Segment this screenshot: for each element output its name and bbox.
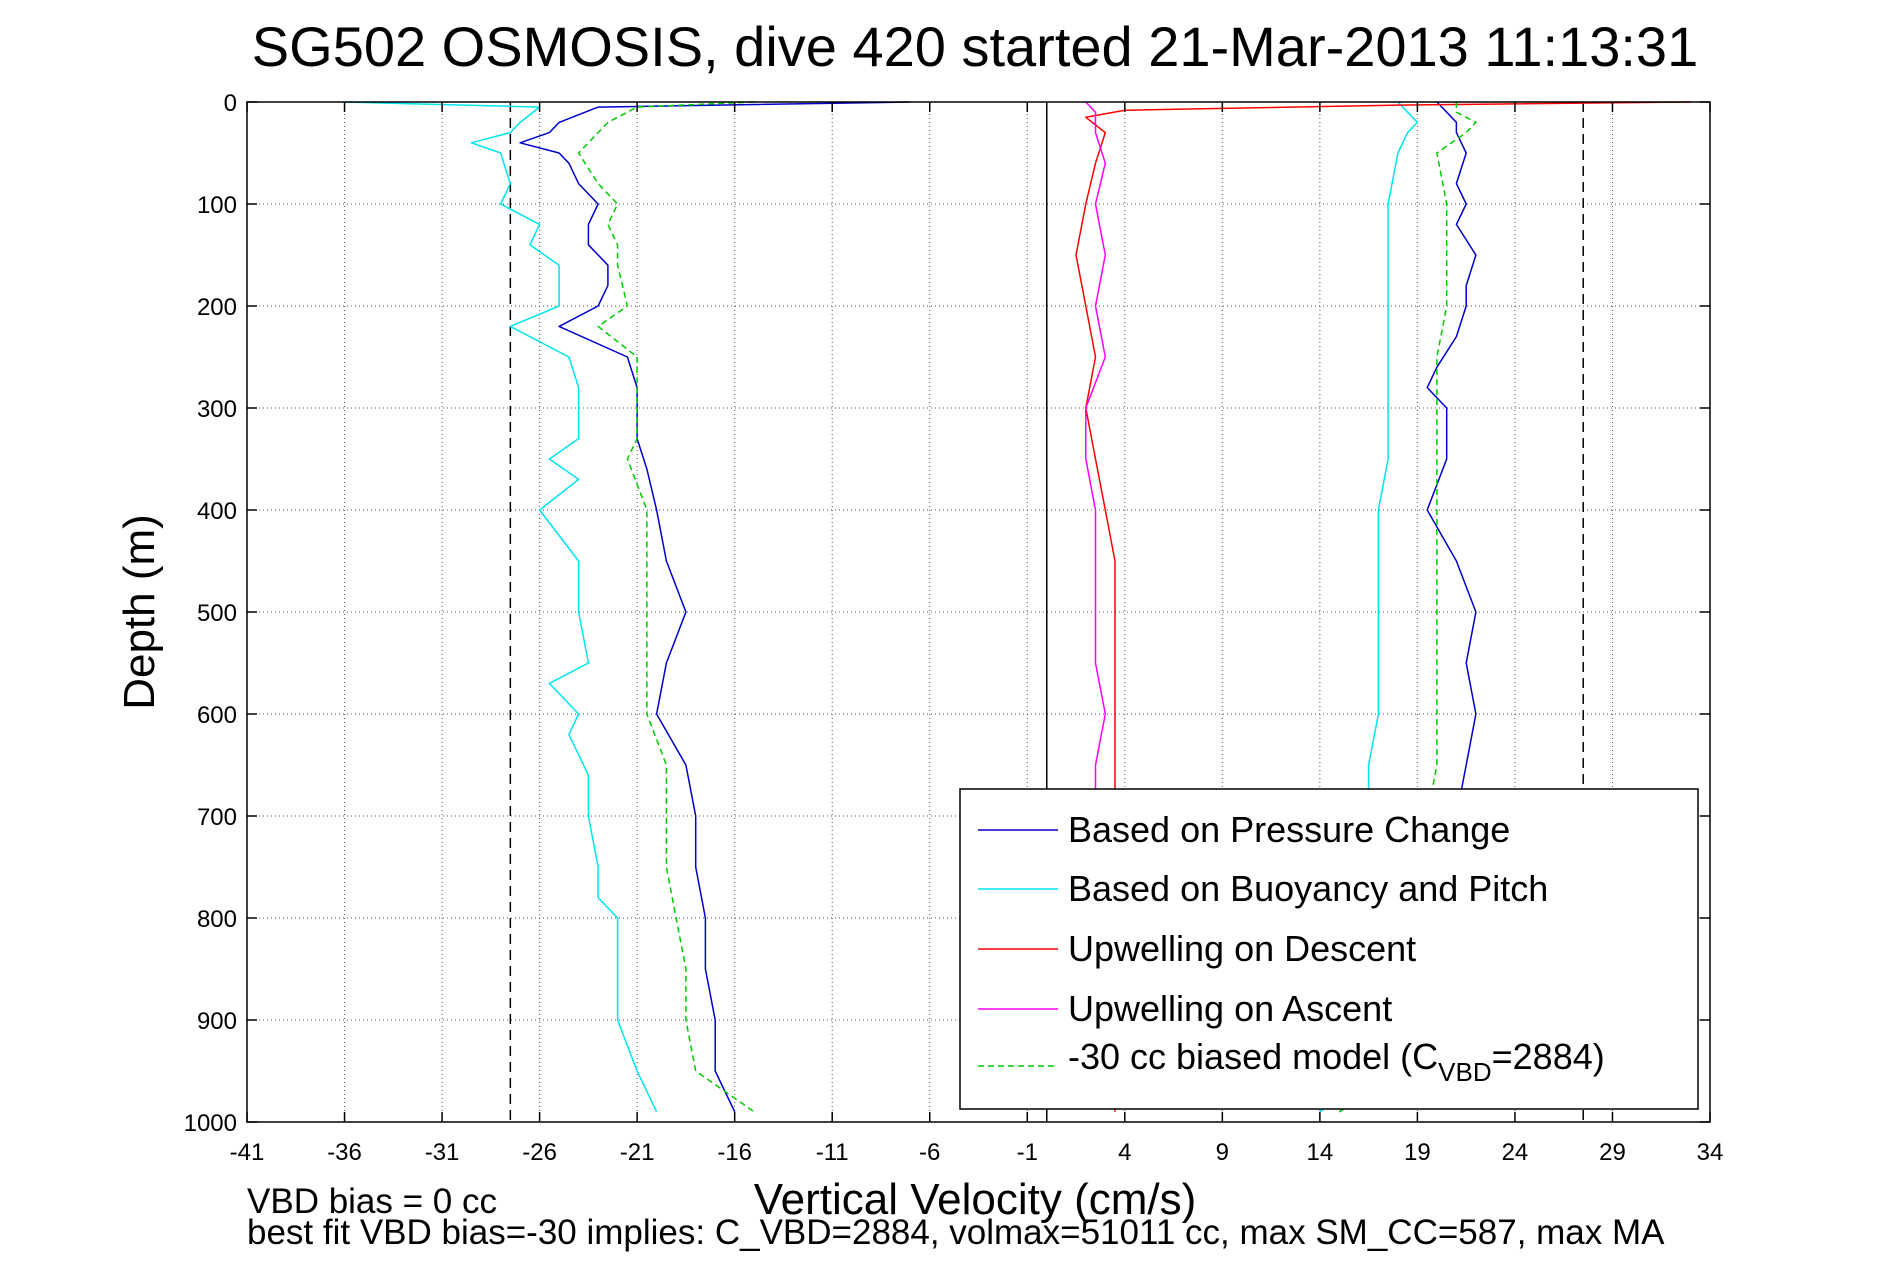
y-tick-label: 600 <box>197 702 237 729</box>
legend-label-biased-model-suffix: =2884) <box>1492 1036 1605 1077</box>
series-1-line-0 <box>344 101 658 1113</box>
x-tick-label: 19 <box>1404 1139 1431 1166</box>
legend-entry-upwelling-ascent[interactable]: Upwelling on Ascent <box>978 988 1392 1029</box>
x-tick-label: -1 <box>1017 1139 1038 1166</box>
x-tick-label: 29 <box>1599 1139 1626 1166</box>
series-3-line-0 <box>1085 101 1107 816</box>
y-tick-label: 800 <box>197 906 237 933</box>
x-tick-label: 24 <box>1502 1139 1529 1166</box>
y-tick-label: 300 <box>197 396 237 423</box>
legend[interactable]: Based on Pressure Change Based on Buoyan… <box>959 788 1699 1110</box>
legend-entry-upwelling-descent[interactable]: Upwelling on Descent <box>978 928 1416 969</box>
legend-label-upwelling-ascent: Upwelling on Ascent <box>1068 988 1392 1029</box>
x-tick-label: 4 <box>1118 1139 1131 1166</box>
y-tick-label: 500 <box>197 600 237 627</box>
footer-best-fit: best fit VBD bias=-30 implies: C_VBD=288… <box>247 1213 1665 1252</box>
x-tick-label: 34 <box>1697 1139 1724 1166</box>
x-tick-label: -21 <box>620 1139 655 1166</box>
y-tick-label: 1000 <box>184 1110 237 1137</box>
chart-title: SG502 OSMOSIS, dive 420 started 21-Mar-2… <box>252 15 1698 78</box>
y-tick-label: 200 <box>197 294 237 321</box>
legend-label-biased-model-subscript: VBD <box>1438 1057 1491 1087</box>
x-tick-label: -26 <box>522 1139 557 1166</box>
x-tick-label: -11 <box>816 1139 849 1166</box>
y-tick-label: 0 <box>224 90 237 117</box>
x-tick-label: 14 <box>1307 1139 1334 1166</box>
series-4-line-0 <box>577 101 755 1113</box>
y-axis-label: Depth (m) <box>115 514 164 710</box>
x-tick-label: -36 <box>327 1139 362 1166</box>
y-tick-label: 900 <box>197 1008 237 1035</box>
x-tick-label: -16 <box>717 1139 752 1166</box>
legend-entry-pressure-change[interactable]: Based on Pressure Change <box>978 809 1510 850</box>
legend-label-upwelling-descent: Upwelling on Descent <box>1068 928 1416 969</box>
x-tick-label: -31 <box>425 1139 460 1166</box>
legend-label-biased-model: -30 cc biased model (CVBD=2884) <box>1068 1036 1605 1087</box>
series-3 <box>1085 101 1107 816</box>
y-tick-label: 400 <box>197 498 237 525</box>
legend-label-pressure-change: Based on Pressure Change <box>1068 809 1510 850</box>
series-4 <box>577 101 1477 1113</box>
legend-entry-buoyancy-pitch[interactable]: Based on Buoyancy and Pitch <box>978 868 1548 909</box>
y-tick-label: 100 <box>197 192 237 219</box>
legend-entry-biased-model[interactable]: -30 cc biased model (CVBD=2884) <box>978 1036 1605 1087</box>
x-tick-label: -41 <box>230 1139 265 1166</box>
footer-vbd-bias: VBD bias = 0 cc <box>247 1182 497 1221</box>
legend-box <box>959 788 1699 1110</box>
x-axis-label: Vertical Velocity (cm/s) <box>754 1175 1197 1224</box>
x-tick-label: 9 <box>1216 1139 1229 1166</box>
legend-label-buoyancy-pitch: Based on Buoyancy and Pitch <box>1068 868 1548 909</box>
tick-layer: -41 -36 -31 -26 -21 -16 -11 -6 -1 4 9 14 19 24 29 34 0 10… <box>184 90 1724 1166</box>
x-tick-label: -6 <box>919 1139 940 1166</box>
legend-label-biased-model-prefix: -30 cc biased model (C <box>1068 1036 1438 1077</box>
y-tick-label: 700 <box>197 804 237 831</box>
